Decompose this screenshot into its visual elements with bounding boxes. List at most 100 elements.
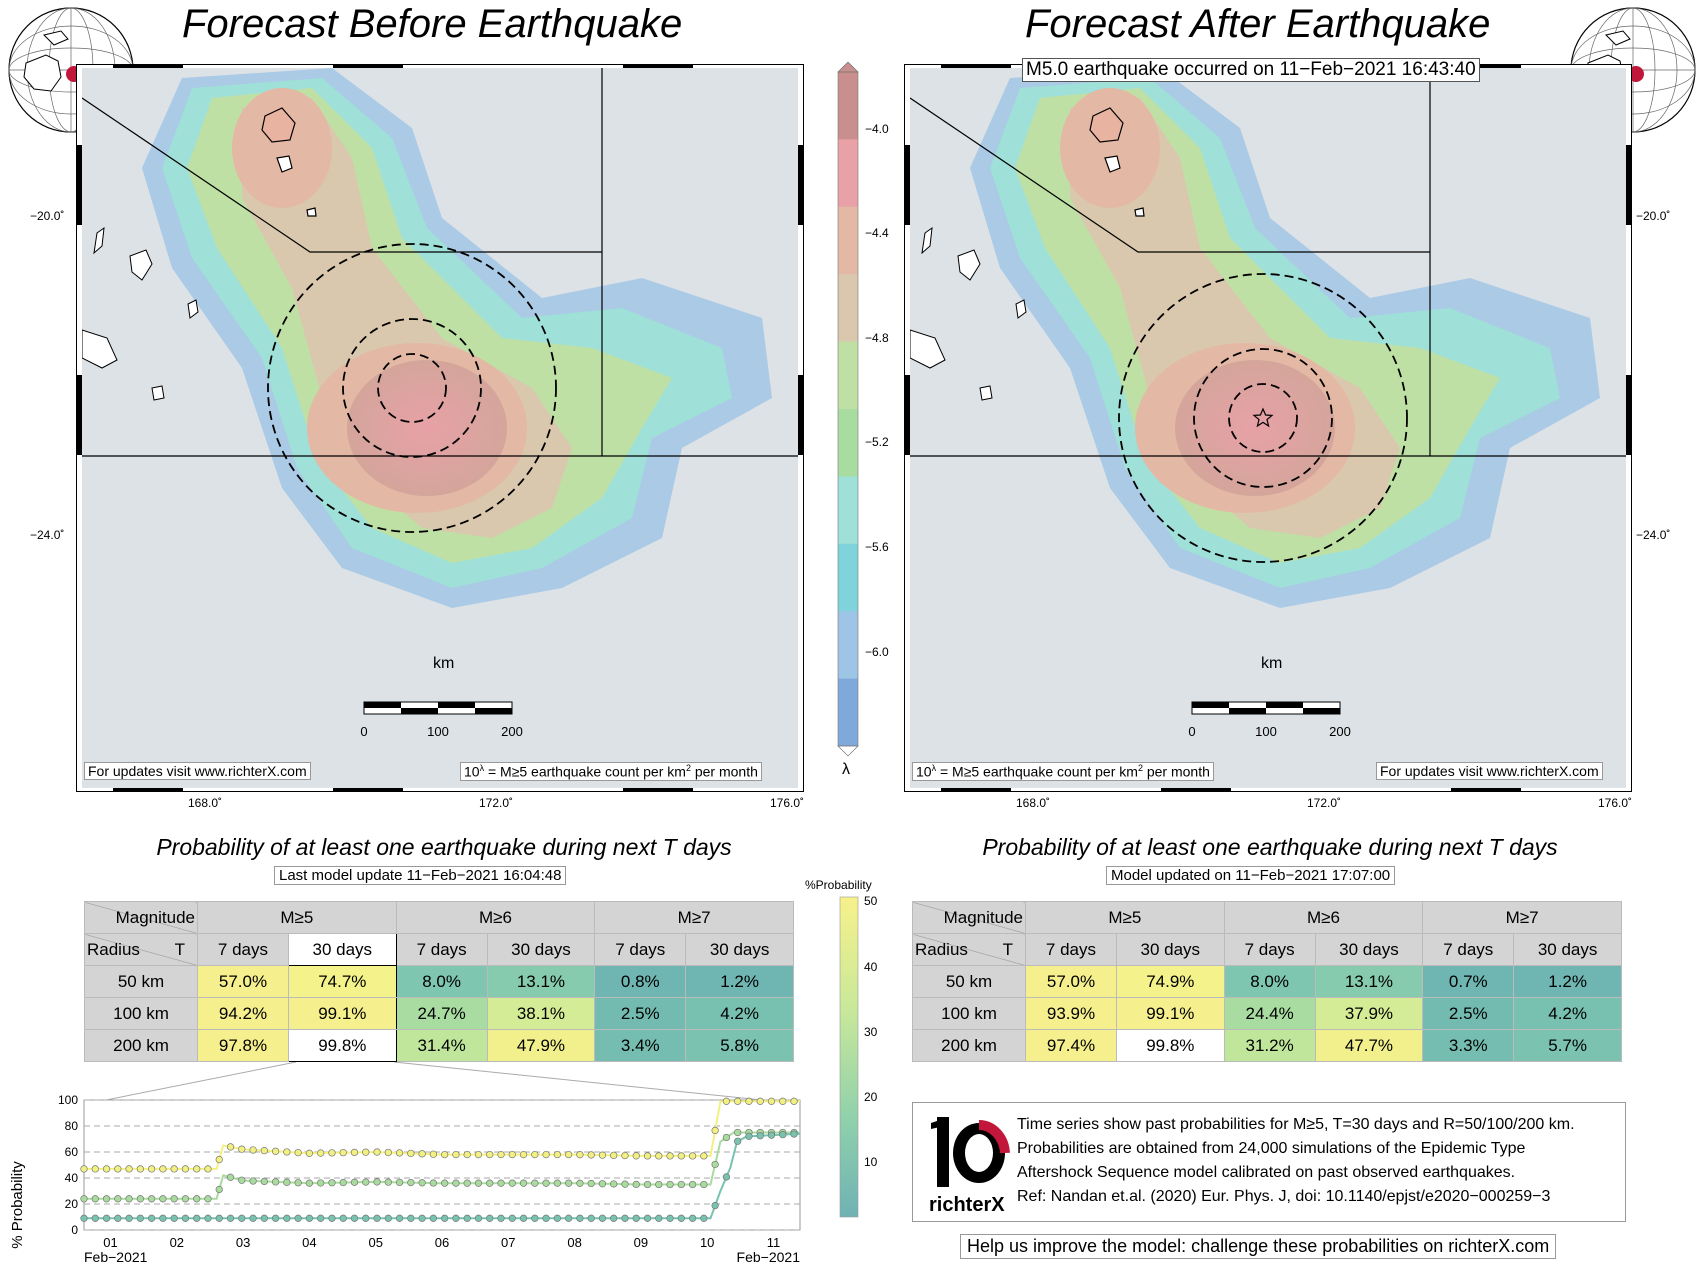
lon-tick: 168.0˚ <box>1016 796 1051 810</box>
ts-point <box>700 1180 708 1189</box>
prob-cell: 4.2% <box>1513 997 1622 1030</box>
header-period: 7 days <box>197 933 289 966</box>
colorbar-band <box>838 72 858 140</box>
lon-tick: 172.0˚ <box>479 796 514 810</box>
prob-cell: 74.7% <box>287 965 397 998</box>
ts-point <box>181 1214 190 1222</box>
ts-point <box>249 1177 257 1185</box>
updates-link[interactable]: For updates visit www.richterX.com <box>84 762 311 780</box>
ts-ylabel: % Probability <box>9 1161 26 1249</box>
ts-point <box>91 1214 99 1222</box>
ts-point <box>598 1180 607 1188</box>
lambda-colorbar: −4.0 −4.4 −4.8 −5.2 −5.6 −6.0 λ <box>837 62 889 778</box>
scale-tick: 200 <box>501 724 523 739</box>
ts-point <box>519 1214 528 1222</box>
ts-ytick: 40 <box>65 1171 79 1185</box>
ts-point <box>576 1214 584 1222</box>
ts-point <box>508 1214 516 1222</box>
ts-point <box>102 1165 111 1173</box>
ts-point <box>305 1214 314 1222</box>
ts-point <box>587 1179 595 1188</box>
ts-point <box>486 1150 494 1159</box>
prob-cell: 3.4% <box>594 1029 687 1062</box>
highlight-connector <box>85 1062 801 1105</box>
colorbar-band <box>838 206 858 275</box>
ts-point <box>215 1155 223 1164</box>
epicenter-star-icon <box>1252 407 1274 428</box>
ts-xtick: 02 <box>170 1235 184 1250</box>
header-period: 30 days <box>486 933 596 966</box>
header-period: 30 days <box>1513 933 1622 966</box>
prob-cell: 2.5% <box>1422 997 1515 1030</box>
prob-cell: 31.4% <box>395 1029 488 1062</box>
ts-point <box>542 1179 550 1187</box>
ts-point <box>125 1165 133 1173</box>
prob-cell: 97.8% <box>197 1029 289 1062</box>
header-radius-t: Radius T <box>84 933 198 966</box>
ts-point <box>238 1176 246 1184</box>
ts-point <box>328 1149 336 1157</box>
ts-point <box>542 1150 550 1159</box>
ts-point <box>136 1214 145 1222</box>
ts-point <box>655 1180 663 1189</box>
ts-point <box>283 1178 291 1186</box>
ts-point <box>294 1148 302 1157</box>
ts-point <box>463 1179 471 1187</box>
ts-point <box>193 1165 201 1173</box>
prob-cell: 99.8% <box>1115 1029 1225 1062</box>
ts-xtick: 09 <box>634 1235 648 1250</box>
prob-cell: 94.2% <box>197 997 289 1030</box>
ts-point <box>542 1214 550 1222</box>
ts-point <box>181 1165 190 1173</box>
ts-point <box>508 1150 516 1159</box>
colorbar-band <box>838 409 858 477</box>
ts-point <box>666 1180 674 1189</box>
prob-cell: 5.7% <box>1513 1029 1622 1062</box>
probability-colorbar: 50 40 30 20 10 %Probability <box>805 878 878 1218</box>
ts-point <box>745 1097 753 1105</box>
row-radius: 200 km <box>912 1029 1026 1062</box>
ts-point <box>463 1214 471 1222</box>
probability-timeseries-chart: % Probability 100 80 60 40 20 0 01 02 03 04 05 06 0… <box>9 1093 801 1265</box>
colorbar-symbol: λ <box>842 761 850 778</box>
left-prob-subtitle: Last model update 11−Feb−2021 16:04:48 <box>274 866 567 885</box>
ts-point <box>497 1179 505 1187</box>
ts-point <box>125 1214 133 1222</box>
colorbar-tick: −6.0 <box>865 645 889 659</box>
prob-cell: 38.1% <box>486 997 596 1030</box>
ts-point <box>238 1214 246 1222</box>
ts-ytick: 60 <box>65 1145 79 1159</box>
prob-cell: 0.8% <box>594 965 687 998</box>
ts-point <box>767 1097 776 1105</box>
ts-point <box>350 1214 359 1222</box>
info-box: richterX Time series show past probabili… <box>912 1102 1626 1222</box>
prob-cell: 4.2% <box>685 997 794 1030</box>
updates-link[interactable]: For updates visit www.richterX.com <box>1376 762 1603 780</box>
ts-point <box>734 1097 742 1105</box>
ts-point <box>790 1130 798 1138</box>
ts-point <box>497 1214 505 1222</box>
ts-point <box>756 1097 764 1105</box>
ts-point <box>339 1148 347 1157</box>
legend-text: = M≥5 earthquake count per km <box>484 763 686 780</box>
prob-cell: 47.9% <box>486 1029 596 1062</box>
ts-point <box>305 1179 314 1187</box>
row-radius: 50 km <box>84 965 198 998</box>
prob-cell: 99.1% <box>1115 997 1225 1030</box>
prob-cell: 2.5% <box>594 997 687 1030</box>
ts-point <box>779 1130 787 1139</box>
ts-point <box>621 1180 629 1188</box>
row-radius: 200 km <box>84 1029 198 1062</box>
header-period: 7 days <box>395 933 488 966</box>
ts-point <box>271 1178 280 1186</box>
table-row: 100 km 94.2% 99.1% 24.7% 38.1% 2.5% 4.2% <box>84 997 794 1030</box>
ts-point <box>621 1151 629 1160</box>
ts-point <box>294 1214 302 1222</box>
help-link[interactable]: Help us improve the model: challenge the… <box>960 1234 1557 1259</box>
ts-point <box>474 1179 483 1187</box>
ts-point <box>260 1177 268 1186</box>
ts-point <box>317 1149 325 1157</box>
colorbar-tick: −5.6 <box>865 540 889 554</box>
scale-tick: 100 <box>1255 724 1277 739</box>
ts-xtick: 07 <box>501 1235 515 1250</box>
